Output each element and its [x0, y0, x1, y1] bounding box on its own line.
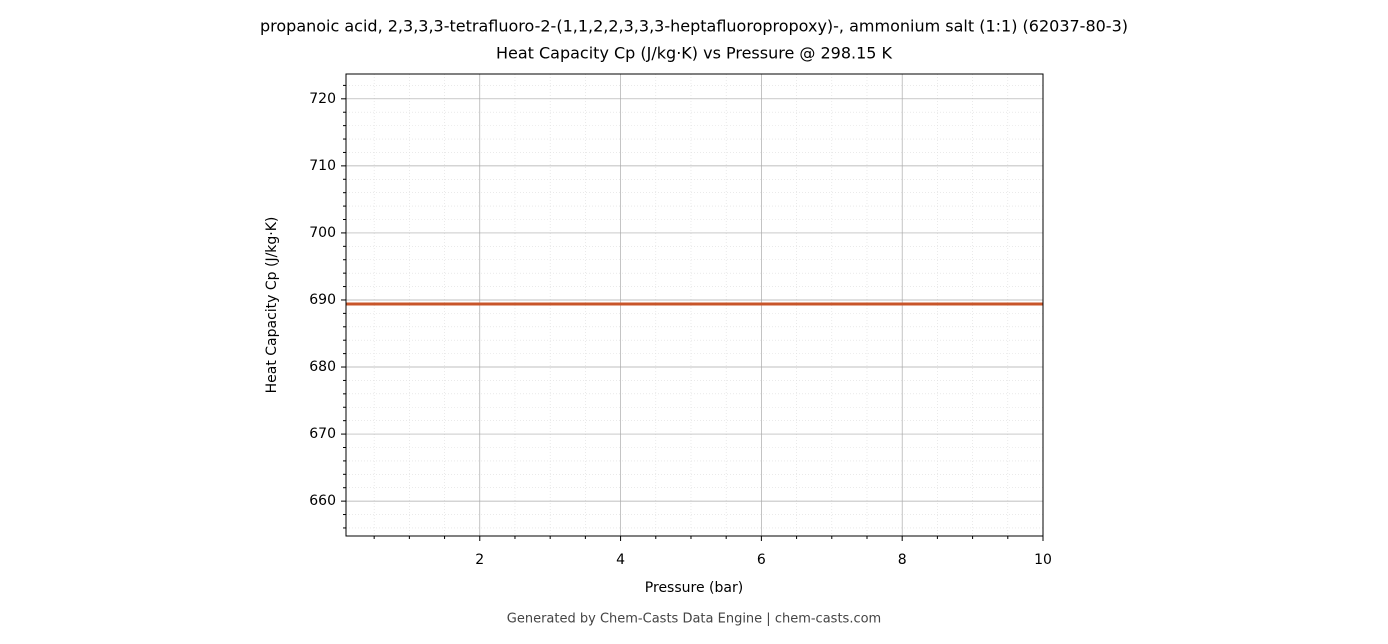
x-tick-label: 10 — [1034, 552, 1052, 568]
x-tick-label: 6 — [757, 552, 766, 568]
y-tick-label: 660 — [309, 493, 336, 509]
x-tick-label: 2 — [475, 552, 484, 568]
y-axis-label: Heat Capacity Cp (J/kg·K) — [264, 217, 280, 394]
y-tick-label: 700 — [309, 225, 336, 241]
footer: Generated by Chem-Casts Data Engine | ch… — [507, 612, 881, 627]
x-tick-label: 4 — [616, 552, 625, 568]
plot-frame — [345, 73, 1044, 537]
y-tick-label: 720 — [309, 91, 336, 107]
x-tick-label: 8 — [898, 552, 907, 568]
x-axis-label: Pressure (bar) — [645, 580, 743, 596]
y-tick-label: 670 — [309, 426, 336, 442]
y-tick-label: 710 — [309, 158, 336, 174]
y-tick-label: 680 — [309, 359, 336, 375]
chart-title: propanoic acid, 2,3,3,3-tetrafluoro-2-(1… — [260, 17, 1128, 36]
chart-subtitle: Heat Capacity Cp (J/kg·K) vs Pressure @ … — [496, 44, 893, 63]
y-tick-label: 690 — [309, 292, 336, 308]
